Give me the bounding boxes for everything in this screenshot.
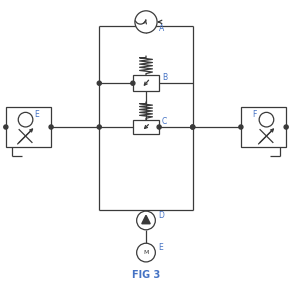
Circle shape [191,125,195,129]
Circle shape [18,112,33,127]
Circle shape [137,243,155,262]
Text: D: D [158,211,164,220]
Circle shape [284,125,288,129]
Circle shape [131,81,135,85]
Circle shape [97,81,101,85]
Circle shape [135,11,157,33]
Circle shape [239,125,243,129]
Polygon shape [142,215,150,224]
Text: C: C [162,117,167,126]
Circle shape [137,211,155,230]
Text: M: M [143,250,149,255]
Text: E: E [158,243,163,252]
Circle shape [259,112,274,127]
Bar [133,120,159,134]
Circle shape [157,125,161,129]
Text: B: B [162,73,167,82]
Text: A: A [159,24,164,33]
Bar [133,75,159,91]
Circle shape [4,125,8,129]
Circle shape [191,125,195,129]
Text: FIG 3: FIG 3 [132,270,160,280]
Text: E: E [34,110,39,119]
Text: F: F [253,110,257,119]
Circle shape [97,125,101,129]
Circle shape [49,125,53,129]
Bar [6,107,51,147]
Bar [241,107,286,147]
